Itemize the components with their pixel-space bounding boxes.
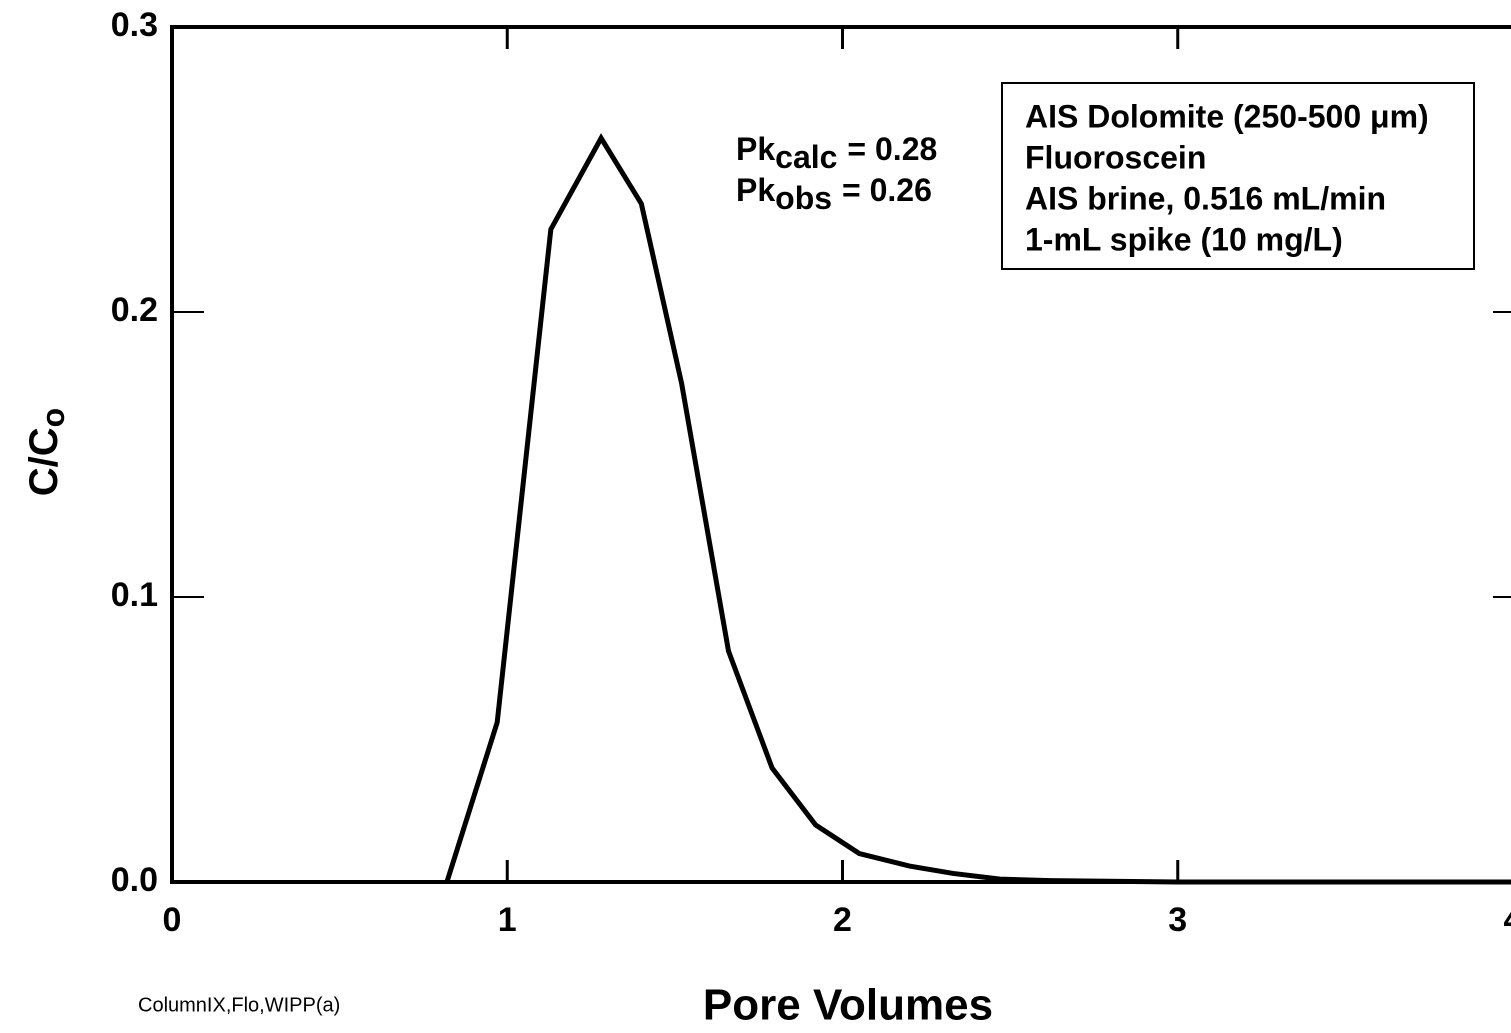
y-axis-label-main: C/C	[22, 427, 66, 496]
x-axis-label: Pore Volumes	[703, 981, 993, 1030]
x-tick-label: 0	[163, 901, 182, 939]
footnote: ColumnIX,Flo,WIPP(a)	[138, 994, 340, 1016]
annotation-sub: obs	[775, 180, 832, 216]
x-tick-label: 3	[1168, 901, 1187, 939]
info-line: 1-mL spike (10 mg/L)	[1025, 221, 1343, 257]
info-line: AIS Dolomite (250-500 μm)	[1025, 98, 1429, 134]
annotation-text: Pk	[736, 131, 775, 167]
y-axis-label: C/Co	[22, 408, 72, 496]
annotation-after: = 0.28	[847, 131, 937, 167]
x-tick-label: 2	[833, 901, 852, 939]
info-line: Fluoroscein	[1025, 139, 1206, 175]
annotation: Pkobs = 0.26	[736, 172, 932, 216]
y-axis-label-sub: o	[35, 408, 71, 428]
info-box	[1001, 82, 1475, 270]
annotation-sub: calc	[775, 139, 837, 175]
y-tick-label: 0.3	[111, 6, 158, 44]
data-line	[444, 133, 1511, 885]
y-tick-label: 0.1	[111, 576, 158, 614]
y-tick-label: 0.2	[111, 291, 158, 329]
x-tick-label: 1	[498, 901, 517, 939]
annotation: Pkcalc = 0.28	[736, 131, 937, 175]
info-line: AIS brine, 0.516 mL/min	[1025, 180, 1386, 216]
annotation-after: = 0.26	[842, 172, 932, 208]
x-tick-label: 4	[1504, 901, 1511, 939]
annotation-text: Pk	[736, 172, 775, 208]
y-tick-label: 0.0	[111, 861, 158, 899]
